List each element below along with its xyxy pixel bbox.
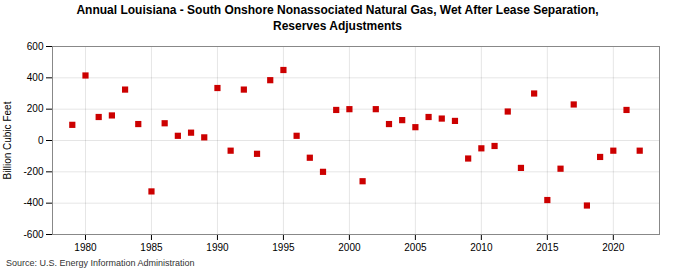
svg-text:600: 600 xyxy=(27,41,44,52)
svg-text:2015: 2015 xyxy=(536,242,559,253)
svg-text:400: 400 xyxy=(27,72,44,83)
svg-text:-600: -600 xyxy=(23,229,43,240)
svg-text:2005: 2005 xyxy=(404,242,427,253)
svg-text:1995: 1995 xyxy=(272,242,295,253)
svg-text:2000: 2000 xyxy=(338,242,361,253)
svg-text:2020: 2020 xyxy=(602,242,625,253)
html-text:Source: U.S. Energy Informatio: Source: U.S. Energy Information Administ… xyxy=(6,258,195,269)
svg-text:1980: 1980 xyxy=(74,242,97,253)
svg-text:-400: -400 xyxy=(23,198,43,209)
svg-text:200: 200 xyxy=(27,104,44,115)
svg-text:Billion Cubic Feet: Billion Cubic Feet xyxy=(2,102,13,180)
html-text:Annual Louisiana - South Onsho: Annual Louisiana - South Onshore Nonasso… xyxy=(76,3,599,33)
svg-text:2010: 2010 xyxy=(470,242,493,253)
svg-text:1985: 1985 xyxy=(140,242,163,253)
svg-text:0: 0 xyxy=(38,135,44,146)
svg-text:1990: 1990 xyxy=(206,242,229,253)
svg-text:-200: -200 xyxy=(23,166,43,177)
